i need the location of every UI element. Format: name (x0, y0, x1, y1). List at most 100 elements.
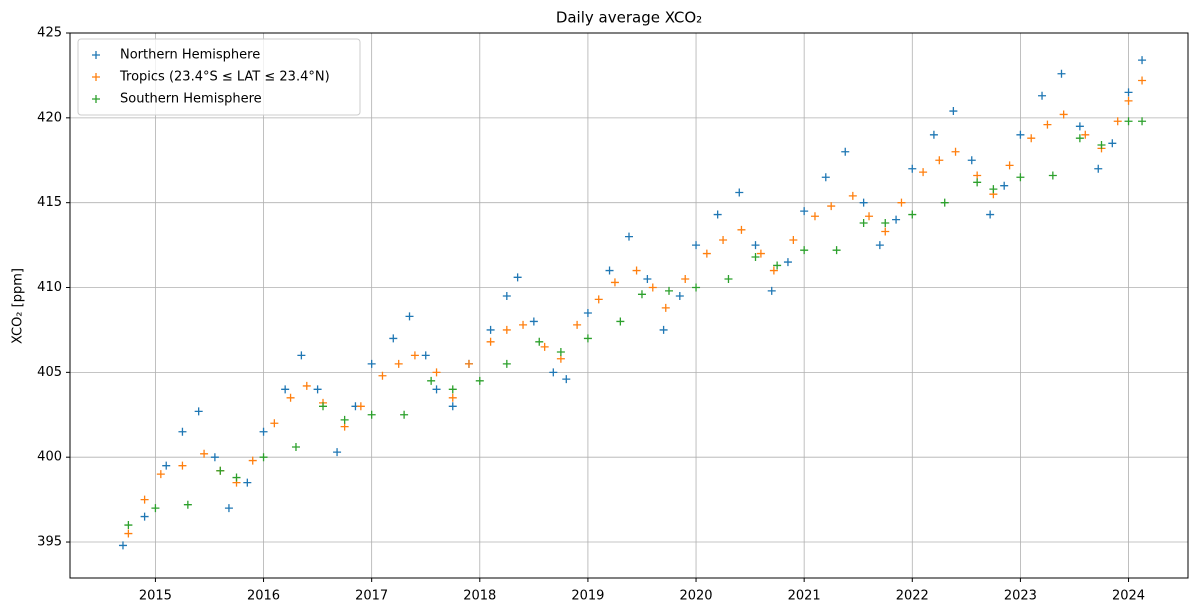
point (681, 275, 690, 284)
point (1059, 110, 1068, 119)
point (929, 130, 938, 139)
y-tick-label: 405 (37, 365, 62, 380)
point (1027, 134, 1036, 143)
point (556, 354, 565, 363)
point (610, 278, 619, 287)
point (448, 393, 457, 402)
y-tick-label: 425 (37, 26, 62, 41)
point (583, 308, 592, 317)
point (951, 147, 960, 156)
point (367, 359, 376, 368)
point (519, 320, 528, 329)
point (661, 303, 670, 312)
point (1138, 117, 1147, 126)
point (140, 512, 149, 521)
y-tick-label: 420 (37, 110, 62, 125)
point (270, 419, 279, 428)
point (410, 351, 419, 360)
point (810, 212, 819, 221)
point (556, 347, 565, 356)
x-tick-label: 2020 (679, 589, 712, 603)
y-tick-label: 400 (37, 450, 62, 465)
point (232, 473, 241, 482)
point (908, 164, 917, 173)
point (421, 351, 430, 360)
point (1043, 120, 1052, 129)
point (333, 448, 342, 457)
point (1081, 130, 1090, 139)
point (719, 236, 728, 245)
point (800, 207, 809, 216)
point (751, 252, 760, 261)
point (756, 249, 765, 258)
point (648, 283, 657, 292)
point (475, 376, 484, 385)
point (773, 261, 782, 270)
point (935, 156, 944, 165)
point (573, 320, 582, 329)
point (216, 466, 225, 475)
point (821, 173, 830, 182)
point (378, 371, 387, 380)
x-tick-label: 2018 (463, 589, 496, 603)
point (297, 351, 306, 360)
point (162, 461, 171, 470)
point (702, 249, 711, 258)
point (859, 198, 868, 207)
point (281, 385, 290, 394)
x-tick-label: 2023 (1004, 589, 1037, 603)
point (259, 427, 268, 436)
point (616, 317, 625, 326)
point (248, 456, 257, 465)
point (405, 312, 414, 321)
point (549, 368, 558, 377)
point (1124, 88, 1133, 97)
point (432, 368, 441, 377)
point (783, 258, 792, 267)
y-axis-label: XCO₂ [ppm] (11, 268, 26, 344)
point (989, 185, 998, 194)
chart-title: Daily average XCO₂ (556, 9, 702, 27)
point (319, 402, 328, 411)
point (400, 410, 409, 419)
point (949, 107, 958, 116)
point (243, 478, 252, 487)
point (848, 191, 857, 200)
point (1005, 161, 1014, 170)
point (151, 504, 160, 513)
point (1138, 56, 1147, 65)
point (973, 178, 982, 187)
point (313, 385, 322, 394)
series (118, 56, 1147, 550)
point (1057, 69, 1066, 78)
point (540, 342, 549, 351)
legend-label: Southern Hemisphere (120, 92, 262, 107)
point (486, 337, 495, 346)
point (1016, 173, 1025, 182)
point (302, 381, 311, 390)
point (1124, 117, 1133, 126)
point (448, 402, 457, 411)
point (737, 225, 746, 234)
series (124, 76, 1147, 538)
point (464, 359, 473, 368)
point (513, 273, 522, 282)
point (713, 210, 722, 219)
x-tick-label: 2021 (788, 589, 821, 603)
point (535, 337, 544, 346)
x-tick-label: 2017 (355, 589, 388, 603)
point (448, 385, 457, 394)
point (432, 385, 441, 394)
point (1038, 91, 1047, 100)
point (124, 529, 133, 538)
point (178, 427, 187, 436)
point (692, 283, 701, 292)
point (427, 376, 436, 385)
point (827, 202, 836, 211)
point (200, 449, 209, 458)
point (367, 410, 376, 419)
point (394, 359, 403, 368)
point (908, 210, 917, 219)
point (1048, 171, 1057, 180)
point (675, 291, 684, 300)
